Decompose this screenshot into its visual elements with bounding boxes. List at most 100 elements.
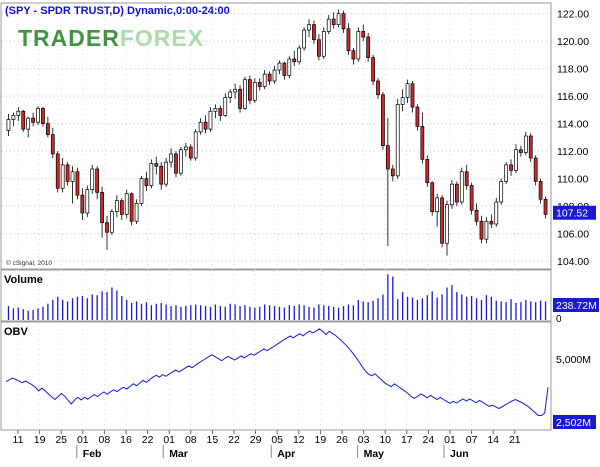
candle [381, 92, 385, 150]
candle-body-down [267, 73, 272, 82]
candle [514, 144, 518, 174]
candle [110, 208, 114, 235]
candle [479, 215, 484, 244]
candle-body-up [356, 31, 361, 60]
candle [361, 24, 366, 42]
candle-body-up [213, 108, 218, 112]
candle-body-down [538, 181, 543, 200]
price-last-marker-text: 107.52 [556, 208, 588, 220]
candle-body-down [31, 117, 35, 123]
watermark: TRADERFOREX [18, 25, 204, 51]
candle [174, 151, 178, 178]
candle-body-up [179, 149, 183, 174]
x-tick-label: 22 [228, 434, 240, 446]
x-tick-label: 19 [34, 434, 46, 446]
obv-line [5, 328, 549, 416]
obv-last-marker-text: 2,502M [556, 417, 591, 429]
candle-body-up [193, 131, 198, 159]
candle-body-down [376, 80, 380, 96]
candle [198, 118, 203, 135]
candle-body-up [164, 161, 169, 185]
candle [469, 182, 474, 215]
candle [307, 19, 311, 37]
obv-last-marker-box [553, 415, 596, 429]
candle [459, 167, 464, 205]
candle [21, 109, 26, 132]
candle [376, 78, 380, 99]
candle [302, 27, 306, 51]
candle-body-up [90, 168, 95, 190]
candle [238, 85, 242, 113]
candle [489, 214, 494, 229]
candle-body-down [346, 28, 351, 52]
candle-body-up [277, 62, 282, 71]
x-tick-label: 03 [358, 434, 370, 446]
candle [523, 131, 528, 156]
candle [400, 89, 405, 112]
candle [430, 181, 435, 216]
month-label: Mar [169, 448, 188, 460]
candle [119, 197, 124, 220]
candle-body-up [336, 13, 341, 25]
candle-body-up [16, 110, 21, 116]
candle [287, 56, 292, 79]
candle-body-down [105, 222, 109, 233]
watermark-light-part: FOREX [120, 25, 204, 51]
candle [85, 185, 90, 218]
candle [351, 48, 356, 65]
candle [405, 79, 410, 103]
candle [16, 107, 21, 121]
x-tick-label: 08 [185, 434, 197, 446]
candle-body-up [70, 171, 75, 182]
grid-layer [2, 4, 551, 429]
candle-body-up [169, 153, 173, 163]
candle-body-up [85, 189, 90, 214]
x-tick-label: 01 [163, 434, 175, 446]
candle [233, 83, 237, 99]
candle-body-down [41, 108, 45, 124]
candle [114, 195, 119, 218]
candle-body-down [50, 134, 55, 155]
candle [538, 178, 543, 204]
candle [36, 105, 40, 125]
candle-body-down [341, 13, 346, 30]
candle-body-down [188, 146, 193, 159]
candle-body-down [129, 193, 134, 222]
copyright-note: © cSignal, 2010 [6, 259, 52, 267]
candle-body-down [154, 163, 159, 167]
volume-last-marker: 238.72M [553, 298, 599, 312]
candle [80, 188, 85, 220]
candle [100, 186, 104, 238]
obv-label: OBV [4, 326, 29, 338]
candle [533, 155, 538, 186]
price-tick-label: 106.00 [557, 229, 589, 241]
candle [474, 203, 479, 226]
candle [346, 23, 351, 55]
candle [223, 93, 228, 117]
candle [243, 76, 247, 110]
candle [60, 158, 65, 193]
candle-body-down [440, 197, 444, 244]
candle [208, 107, 213, 132]
candle-body-up [435, 197, 440, 212]
candle [312, 20, 316, 44]
price-tick-label: 104.00 [557, 256, 589, 268]
candle-body-up [494, 201, 499, 225]
x-tick-label: 16 [120, 434, 132, 446]
candle-body-up [484, 220, 489, 240]
candle-body-down [509, 164, 513, 171]
candle-body-down [144, 178, 149, 186]
candle [494, 197, 499, 227]
volume-last-marker-box [553, 298, 599, 312]
x-tick-label: 22 [142, 434, 154, 446]
candle [139, 175, 144, 207]
candle [445, 200, 449, 256]
candle [257, 78, 262, 91]
candle-body-up [326, 18, 331, 32]
candle-body-up [287, 58, 292, 76]
price-tick-label: 112.00 [557, 146, 588, 158]
candle [26, 116, 31, 138]
candle [6, 114, 11, 136]
